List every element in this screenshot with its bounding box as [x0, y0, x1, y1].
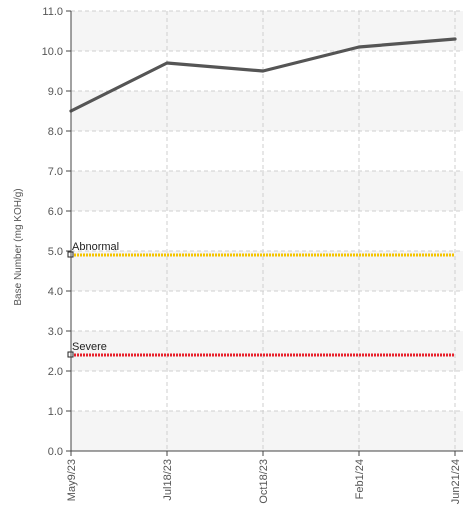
- y-tick-label: 3.0: [48, 326, 63, 338]
- band-5: [71, 211, 463, 251]
- band-10: [71, 11, 463, 51]
- x-tick-label: Feb1/24: [354, 459, 366, 499]
- y-tick-label: 5.0: [48, 246, 63, 258]
- y-tick-label: 6.0: [48, 206, 63, 218]
- x-tick-label: Jun21/24: [450, 459, 462, 504]
- band-7: [71, 131, 463, 171]
- band-4: [71, 251, 463, 291]
- y-tick-labels: 0.0 1.0 2.0 3.0 4.0 5.0 6.0 7.0 8.0 9.0 10.0 11.0: [42, 6, 63, 458]
- band-2: [71, 331, 463, 371]
- band-3: [71, 291, 463, 331]
- data-point: [453, 37, 457, 41]
- band-0: [71, 411, 463, 451]
- y-tick-label: 10.0: [42, 46, 63, 58]
- threshold-label-abnormal: Abnormal: [72, 241, 119, 253]
- data-point: [261, 69, 265, 73]
- band-6: [71, 171, 463, 211]
- x-tick-labels: May9/23 Jul18/23 Oct18/23 Feb1/24 Jun21/24: [66, 459, 462, 504]
- y-tick-label: 8.0: [48, 126, 63, 138]
- series-group: [69, 37, 457, 113]
- x-tick-label: Oct18/23: [258, 459, 270, 504]
- axes: [66, 10, 463, 456]
- threshold-label-severe: Severe: [72, 341, 107, 353]
- data-point: [165, 61, 169, 65]
- y-tick-label: 2.0: [48, 366, 63, 378]
- y-axis-label: Base Number (mg KOH/g): [13, 188, 24, 305]
- background-bands: [71, 11, 463, 451]
- y-tick-label: 4.0: [48, 286, 63, 298]
- y-tick-label: 1.0: [48, 406, 63, 418]
- band-8: [71, 91, 463, 131]
- data-point: [357, 45, 361, 49]
- y-tick-label: 11.0: [42, 6, 63, 18]
- y-tick-label: 9.0: [48, 86, 63, 98]
- y-tick-label: 0.0: [48, 446, 63, 458]
- x-tick-label: Jul18/23: [162, 459, 174, 501]
- y-tick-label: 7.0: [48, 166, 63, 178]
- threshold-lines: Abnormal Severe: [67, 241, 455, 358]
- x-tick-label: May9/23: [66, 459, 78, 501]
- band-1: [71, 371, 463, 411]
